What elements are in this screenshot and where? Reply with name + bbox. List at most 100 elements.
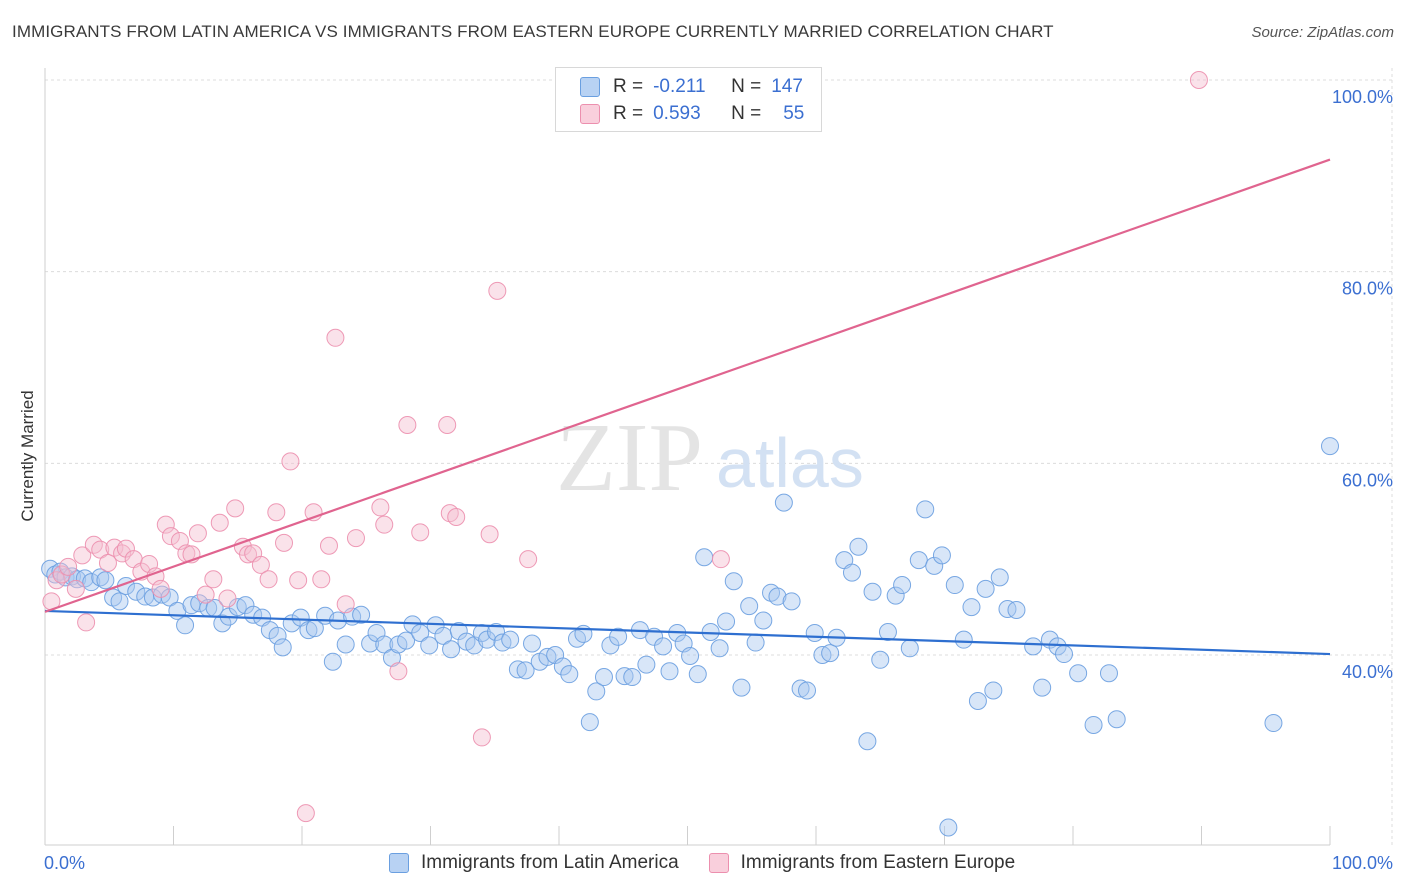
eastern-europe-point [336, 595, 355, 614]
latin-america-point [1107, 710, 1126, 729]
eastern-europe-point [91, 540, 110, 559]
eastern-europe-point [77, 613, 96, 632]
eastern-europe-point [204, 570, 223, 589]
eastern-europe-point [389, 662, 408, 681]
latin-america-point [871, 650, 890, 669]
eastern-europe-point [1189, 71, 1208, 89]
latin-america-point [984, 681, 1003, 700]
latin-america-point [962, 598, 981, 617]
eastern-europe-point [371, 498, 390, 517]
latin-america-point [1084, 715, 1103, 734]
latin-america-point [336, 635, 355, 654]
eastern-europe-point [66, 579, 85, 598]
x-tick-label-max: 100.0% [1332, 853, 1393, 873]
latin-america-point [1264, 714, 1283, 733]
eastern-europe-point [375, 515, 394, 534]
latin-america-point [553, 657, 572, 676]
latin-america-point [842, 563, 861, 582]
latin-america-point [798, 681, 817, 700]
latin-america-point [717, 612, 736, 631]
bottom-legend-latin-america: Immigrants from Latin America [389, 852, 679, 874]
latin-america-point [1024, 637, 1043, 656]
latin-america-point [954, 630, 973, 649]
blue-swatch-icon [580, 77, 600, 97]
bottom-legend-eastern-europe: Immigrants from Eastern Europe [708, 852, 1015, 874]
latin-america-point [754, 611, 773, 630]
eastern-europe-point [218, 589, 237, 608]
eastern-europe-point [210, 513, 229, 532]
latin-america-point [615, 667, 634, 686]
eastern-europe-point [312, 570, 331, 589]
legend-r-label: R = [613, 76, 644, 97]
legend-row-latin-america: R = -0.211 N = 147 [580, 74, 803, 100]
pink-swatch-icon [708, 853, 729, 873]
eastern-europe-point [188, 524, 207, 543]
latin-america-point [990, 568, 1009, 587]
latin-america-point [1007, 600, 1026, 619]
latin-america-point [746, 633, 765, 652]
latin-america-point [478, 630, 497, 649]
eastern-europe-point [472, 728, 491, 747]
latin-america-point [740, 597, 759, 616]
legend-n-value: 147 [771, 76, 803, 97]
eastern-europe-point [488, 281, 507, 300]
latin-america-point [273, 638, 292, 657]
latin-america-point [1033, 678, 1052, 697]
latin-america-point [508, 660, 527, 679]
series-latin-america [41, 437, 1339, 837]
latin-america-point [849, 537, 868, 556]
watermark-zip: ZIP [556, 404, 703, 512]
latin-america-point [688, 665, 707, 684]
latin-america-point [732, 678, 751, 697]
latin-america-point [501, 630, 520, 649]
series-eastern-europe [42, 68, 1208, 823]
latin-america-point [909, 551, 928, 570]
eastern-europe-point [267, 503, 286, 522]
latin-america-trendline [44, 609, 1331, 656]
bottom-legend: Immigrants from Latin America Immigrants… [389, 852, 1045, 874]
latin-america-point [1069, 664, 1088, 683]
latin-america-point [976, 579, 995, 598]
legend-n-label: N = [731, 76, 762, 97]
latin-america-point [863, 582, 882, 601]
eastern-europe-point [326, 328, 345, 347]
chart-title: IMMIGRANTS FROM LATIN AMERICA VS IMMIGRA… [12, 22, 1054, 41]
eastern-europe-point [519, 550, 538, 569]
eastern-europe-point [47, 571, 66, 590]
pink-swatch-icon [580, 104, 600, 124]
latin-america-point [932, 546, 951, 565]
eastern-europe-point [411, 523, 430, 542]
latin-america-point [724, 572, 743, 591]
y-tick-label: 40.0% [1342, 662, 1393, 682]
latin-america-point [916, 500, 935, 519]
latin-america-point [782, 592, 801, 611]
latin-america-point [710, 639, 729, 658]
eastern-europe-trendline [44, 158, 1331, 613]
latin-america-point [82, 573, 101, 592]
latin-america-point [449, 622, 468, 641]
eastern-europe-point [480, 525, 499, 544]
latin-america-point [110, 592, 129, 611]
latin-america-point [442, 640, 461, 659]
eastern-europe-point [59, 557, 78, 576]
latin-america-point [878, 623, 897, 641]
eastern-europe-point [196, 585, 215, 604]
latin-america-point [96, 571, 115, 590]
eastern-europe-point [239, 545, 258, 564]
latin-america-point [299, 621, 318, 640]
latin-america-point [681, 646, 700, 665]
latin-america-point [420, 636, 439, 655]
latin-america-point [236, 596, 255, 615]
latin-america-point [821, 644, 840, 663]
grid [45, 68, 1393, 845]
latin-america-point [487, 623, 506, 641]
latin-america-point [361, 634, 380, 653]
latin-america-point [945, 576, 964, 595]
latin-america-point [127, 582, 146, 601]
latin-america-point [791, 679, 810, 698]
eastern-europe-point [711, 550, 730, 569]
latin-america-point [516, 661, 535, 680]
eastern-europe-point [226, 499, 245, 518]
latin-america-point [213, 614, 232, 633]
